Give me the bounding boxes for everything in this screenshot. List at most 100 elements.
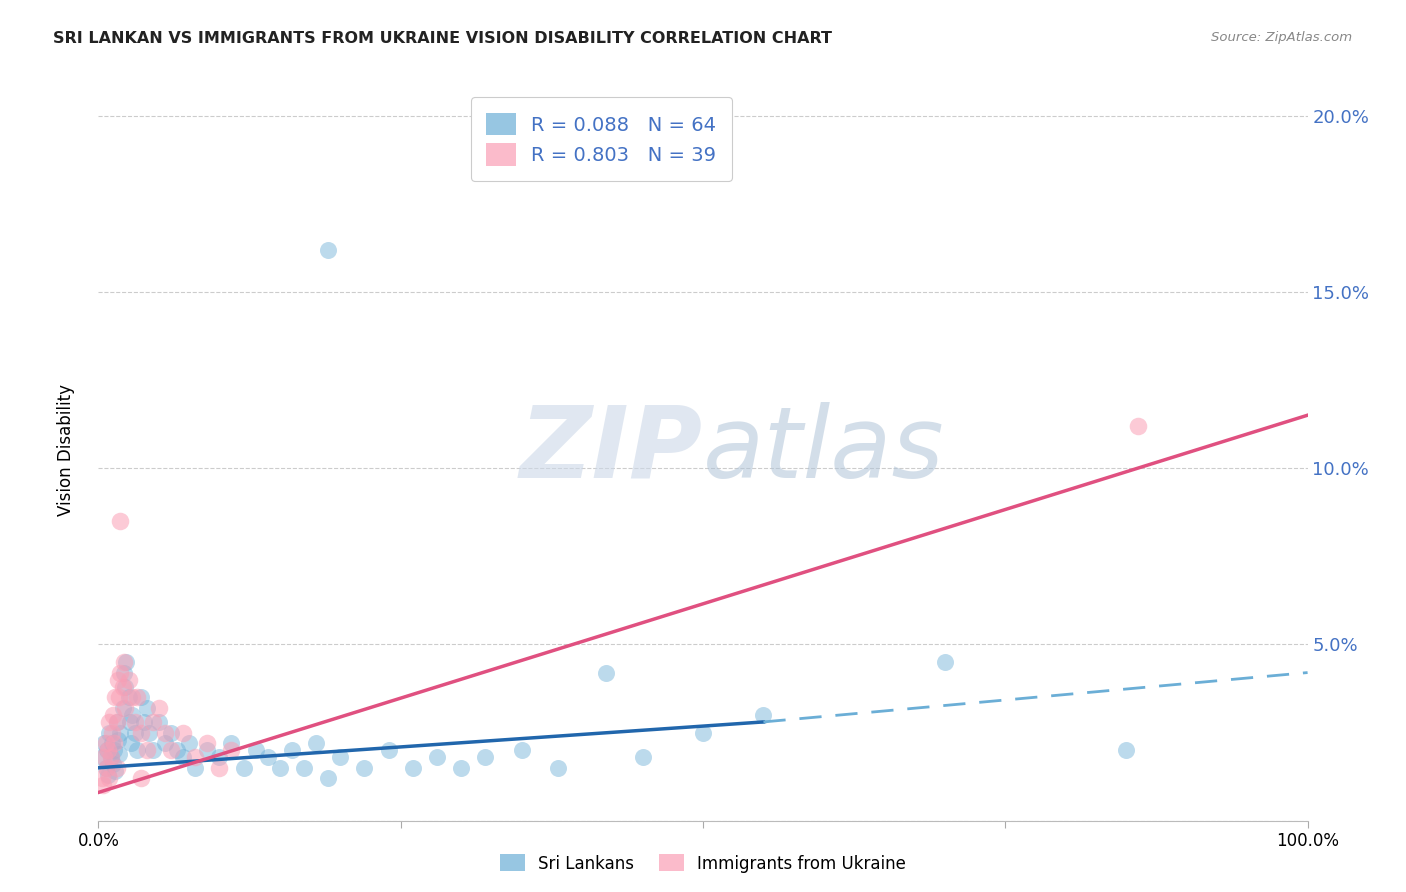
Legend: R = 0.088   N = 64, R = 0.803   N = 39: R = 0.088 N = 64, R = 0.803 N = 39 — [471, 97, 731, 181]
Point — [450, 761, 472, 775]
Point — [426, 750, 449, 764]
Point — [208, 761, 231, 775]
Point — [97, 743, 120, 757]
Point — [93, 750, 115, 764]
Point — [91, 772, 114, 786]
Point — [329, 750, 352, 764]
Point — [245, 743, 267, 757]
Point — [100, 725, 122, 739]
Point — [103, 736, 125, 750]
Point — [108, 665, 131, 680]
Point — [105, 714, 128, 729]
Point — [305, 736, 328, 750]
Point — [160, 725, 183, 739]
Point — [195, 736, 218, 750]
Point — [100, 750, 122, 764]
Point — [127, 743, 149, 757]
Point — [104, 690, 127, 705]
Point — [752, 707, 775, 722]
Point — [184, 750, 207, 764]
Point — [112, 665, 135, 680]
Point — [91, 778, 114, 792]
Point — [108, 747, 131, 761]
Point — [91, 750, 114, 764]
Point — [934, 655, 956, 669]
Point — [221, 743, 243, 757]
Point — [232, 761, 254, 775]
Point — [118, 714, 141, 729]
Point — [184, 761, 207, 775]
Point — [172, 725, 194, 739]
Point — [135, 743, 157, 757]
Legend: Sri Lankans, Immigrants from Ukraine: Sri Lankans, Immigrants from Ukraine — [494, 847, 912, 880]
Point — [316, 772, 339, 786]
Point — [208, 750, 231, 764]
Point — [292, 761, 315, 775]
Point — [474, 750, 496, 764]
Point — [142, 743, 165, 757]
Point — [124, 725, 146, 739]
Point — [121, 690, 143, 705]
Point — [166, 743, 188, 757]
Point — [135, 701, 157, 715]
Point — [631, 750, 654, 764]
Point — [114, 680, 136, 694]
Point — [120, 736, 142, 750]
Point — [98, 725, 121, 739]
Point — [153, 725, 176, 739]
Point — [100, 736, 122, 750]
Point — [256, 750, 278, 764]
Point — [108, 690, 131, 705]
Text: Source: ZipAtlas.com: Source: ZipAtlas.com — [1212, 31, 1353, 45]
Point — [547, 761, 569, 775]
Point — [127, 690, 149, 705]
Point — [103, 743, 125, 757]
Point — [377, 743, 399, 757]
Point — [107, 732, 129, 747]
Point — [195, 743, 218, 757]
Point — [112, 655, 135, 669]
Point — [1115, 743, 1137, 757]
Y-axis label: Vision Disability: Vision Disability — [56, 384, 75, 516]
Point — [94, 761, 117, 775]
Point — [105, 714, 128, 729]
Point — [1128, 418, 1150, 433]
Point — [353, 761, 375, 775]
Point — [281, 743, 304, 757]
Point — [114, 701, 136, 715]
Point — [101, 707, 124, 722]
Point — [93, 736, 115, 750]
Point — [96, 761, 118, 775]
Point — [111, 701, 134, 715]
Point — [100, 750, 122, 764]
Point — [107, 673, 129, 687]
Point — [179, 736, 201, 750]
Point — [101, 757, 124, 772]
Point — [510, 743, 533, 757]
Point — [115, 655, 138, 669]
Point — [121, 707, 143, 722]
Point — [172, 750, 194, 764]
Point — [134, 714, 156, 729]
Point — [269, 761, 291, 775]
Point — [129, 690, 152, 705]
Point — [129, 725, 152, 739]
Point — [221, 736, 243, 750]
Point — [94, 736, 117, 750]
Point — [402, 761, 425, 775]
Text: atlas: atlas — [703, 402, 945, 499]
Point — [153, 736, 176, 750]
Point — [104, 764, 127, 779]
Point — [96, 743, 118, 757]
Point — [160, 743, 183, 757]
Point — [118, 690, 141, 705]
Point — [316, 243, 339, 257]
Point — [98, 772, 121, 786]
Point — [105, 761, 128, 775]
Point — [148, 714, 170, 729]
Text: ZIP: ZIP — [520, 402, 703, 499]
Text: SRI LANKAN VS IMMIGRANTS FROM UKRAINE VISION DISABILITY CORRELATION CHART: SRI LANKAN VS IMMIGRANTS FROM UKRAINE VI… — [53, 31, 832, 46]
Point — [595, 665, 617, 680]
Point — [97, 768, 120, 782]
Point — [138, 725, 160, 739]
